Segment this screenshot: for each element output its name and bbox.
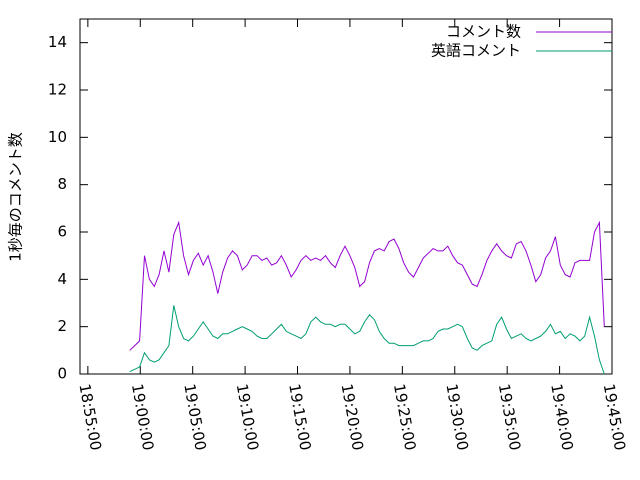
y-tick-label: 14	[48, 33, 67, 51]
x-tick-label: 19:40:00	[547, 382, 576, 451]
x-tick-label: 19:10:00	[233, 382, 262, 451]
series-line	[129, 220, 605, 351]
x-tick-label: 19:35:00	[495, 382, 524, 451]
y-axis-label: 1秒毎のコメント数	[7, 132, 25, 262]
legend-label: 英語コメント	[431, 42, 521, 60]
y-tick-label: 4	[57, 270, 67, 288]
y-tick-label: 6	[57, 223, 67, 241]
x-tick-label: 19:45:00	[600, 382, 629, 451]
y-tick-label: 12	[48, 81, 67, 99]
x-tick-label: 19:25:00	[390, 382, 419, 451]
x-tick-label: 19:30:00	[442, 382, 471, 451]
x-tick-label: 18:55:00	[75, 382, 104, 451]
y-tick-label: 10	[48, 128, 67, 146]
series-line	[129, 305, 605, 375]
x-tick-label: 19:05:00	[180, 382, 209, 451]
legend-label: コメント数	[446, 23, 521, 41]
plot-frame	[79, 18, 613, 375]
y-tick-label: 8	[57, 175, 67, 193]
y-tick-label: 2	[57, 317, 67, 335]
x-tick-label: 19:00:00	[128, 382, 157, 451]
x-tick-label: 19:20:00	[338, 382, 367, 451]
x-tick-label: 19:15:00	[285, 382, 314, 451]
y-tick-label: 0	[57, 365, 67, 383]
